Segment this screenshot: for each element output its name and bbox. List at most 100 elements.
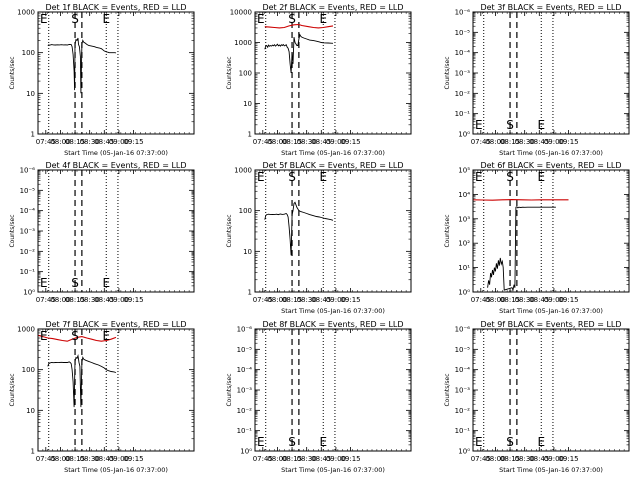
y-tick-label: 10⁻⁴ <box>455 49 471 57</box>
x-tick-label: 08:45 <box>94 455 114 463</box>
x-tick-label: 09:15 <box>123 138 143 146</box>
x-tick-label: 08:45 <box>94 296 114 304</box>
x-tick-label: 08:15 <box>282 138 302 146</box>
events-series-line <box>264 201 334 256</box>
y-tick-label: 1000 <box>17 326 35 334</box>
event-marker-e: E <box>537 435 545 449</box>
x-tick-label: 08:00 <box>485 296 505 304</box>
event-marker-s: S <box>506 118 514 132</box>
x-tick-label: 08:00 <box>50 455 70 463</box>
x-tick-label: 07:45 <box>253 138 273 146</box>
y-axis-label: Counts/sec <box>9 214 16 247</box>
y-tick-label: 10 <box>243 248 252 256</box>
panel-title: Det 5f BLACK = Events, RED = LLD <box>262 161 403 170</box>
x-tick-label: 08:00 <box>267 296 287 304</box>
x-tick-label: 07:45 <box>471 455 491 463</box>
x-tick-label: 08:00 <box>50 138 70 146</box>
y-tick-label: 100 <box>239 70 252 78</box>
det-panel-4: Det 4f BLACK = Events, RED = LLD Counts/s… <box>9 161 195 304</box>
x-tick-label: 08:30 <box>297 138 317 146</box>
x-tick-label: 09:00 <box>109 138 129 146</box>
panel-title: Det 1f BLACK = Events, RED = LLD <box>45 3 186 12</box>
y-axis-label: Counts/sec <box>444 214 451 247</box>
x-tick-label: 07:45 <box>471 296 491 304</box>
lld-series-line <box>37 334 117 342</box>
events-series-line <box>487 206 556 292</box>
x-tick-label: 09:15 <box>558 455 578 463</box>
y-tick-label: 10⁻³ <box>455 387 471 395</box>
x-tick-label: 08:45 <box>311 455 331 463</box>
plot-frame <box>472 11 630 135</box>
y-tick-label: 100 <box>22 366 35 374</box>
y-tick-label: 10¹ <box>458 264 470 272</box>
y-tick-label: 10⁻² <box>20 248 36 256</box>
x-tick-label: 08:00 <box>485 138 505 146</box>
event-marker-e: E <box>102 12 110 26</box>
y-axis-label: Counts/sec <box>9 56 16 89</box>
x-tick-label: 08:30 <box>297 455 317 463</box>
x-axis-label: Start Time (05-Jan-16 07:37:00) <box>64 149 168 157</box>
x-tick-label: 07:45 <box>253 455 273 463</box>
y-axis-label: Counts/sec <box>444 373 451 406</box>
x-tick-label: 08:45 <box>529 138 549 146</box>
x-tick-label: 08:45 <box>529 296 549 304</box>
y-tick-label: 10⁻⁶ <box>455 9 471 17</box>
plot-frame <box>37 328 195 452</box>
y-axis-label: Counts/sec <box>9 373 16 406</box>
event-marker-s: S <box>506 170 514 184</box>
plot-frame <box>472 169 630 293</box>
y-tick-label: 10³ <box>458 215 470 223</box>
plot-frame <box>254 328 412 452</box>
x-tick-label: 08:30 <box>80 296 100 304</box>
panel-title: Det 2f BLACK = Events, RED = LLD <box>262 3 403 12</box>
x-tick-label: 09:15 <box>340 138 360 146</box>
y-tick-label: 10⁵ <box>458 167 470 175</box>
event-marker-e: E <box>102 276 110 290</box>
x-tick-label: 07:45 <box>36 296 56 304</box>
event-marker-e: E <box>319 12 327 26</box>
y-tick-label: 1 <box>248 289 252 297</box>
x-tick-label: 09:00 <box>326 455 346 463</box>
event-marker-e: E <box>257 12 265 26</box>
panel-title: Det 3f BLACK = Events, RED = LLD <box>480 3 621 12</box>
det-panel-6: Det 6f BLACK = Events, RED = LLD Counts/s… <box>444 161 630 315</box>
y-tick-label: 10⁰ <box>458 448 470 456</box>
y-tick-label: 1 <box>31 131 35 139</box>
y-tick-label: 1 <box>248 131 252 139</box>
x-tick-label: 09:00 <box>109 455 129 463</box>
x-tick-label: 08:15 <box>282 455 302 463</box>
y-tick-label: 10⁻⁴ <box>237 366 253 374</box>
y-tick-label: 10⁻¹ <box>455 110 471 118</box>
x-axis-label: Start Time (05-Jan-16 07:37:00) <box>499 307 603 315</box>
events-series-line <box>264 33 334 74</box>
x-tick-label: 08:00 <box>50 296 70 304</box>
event-marker-s: S <box>288 12 296 26</box>
x-tick-label: 09:15 <box>123 296 143 304</box>
y-tick-label: 10⁻³ <box>20 228 36 236</box>
x-axis-label: Start Time (05-Jan-16 07:37:00) <box>281 149 385 157</box>
panel-title: Det 9f BLACK = Events, RED = LLD <box>480 320 621 329</box>
y-tick-label: 1000 <box>17 9 35 17</box>
y-tick-label: 10⁻¹ <box>237 427 253 435</box>
event-marker-e: E <box>257 435 265 449</box>
plot-frame <box>37 11 195 135</box>
x-axis-label: Start Time (05-Jan-16 07:37:00) <box>499 149 603 157</box>
event-marker-s: S <box>71 276 79 290</box>
event-marker-e: E <box>40 329 48 343</box>
y-tick-label: 10⁻³ <box>455 70 471 78</box>
panel-title: Det 7f BLACK = Events, RED = LLD <box>45 320 186 329</box>
y-tick-label: 10 <box>243 100 252 108</box>
x-tick-label: 08:45 <box>311 296 331 304</box>
y-tick-label: 1000 <box>234 39 252 47</box>
x-tick-label: 08:15 <box>282 296 302 304</box>
x-tick-label: 09:00 <box>544 296 564 304</box>
y-tick-label: 10⁴ <box>458 191 470 199</box>
events-series-line <box>47 353 117 408</box>
x-tick-label: 07:45 <box>36 455 56 463</box>
det-panel-3: Det 3f BLACK = Events, RED = LLD Counts/s… <box>444 3 630 157</box>
x-tick-label: 08:30 <box>80 138 100 146</box>
y-tick-label: 100 <box>239 207 252 215</box>
det-panel-9: Det 9f BLACK = Events, RED = LLD Counts/s… <box>444 320 630 474</box>
y-tick-label: 10⁰ <box>240 448 252 456</box>
